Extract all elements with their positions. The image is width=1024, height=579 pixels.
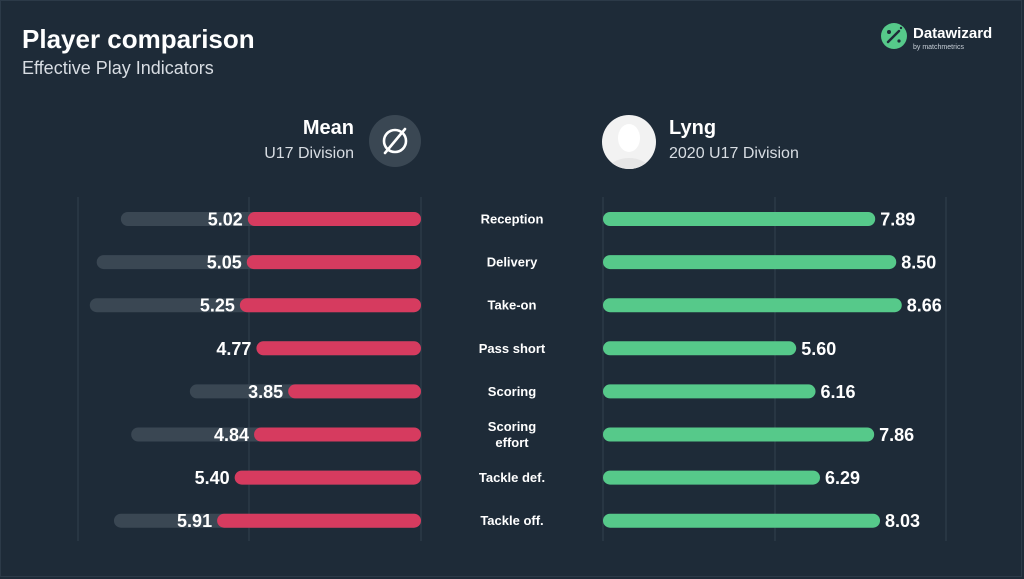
mean-value-label: 5.40 bbox=[195, 468, 230, 488]
mean-bar bbox=[246, 255, 421, 270]
right-entity-name: Lyng bbox=[669, 117, 717, 139]
player-value-label: 8.50 bbox=[901, 253, 936, 273]
mean-value-label: 4.77 bbox=[216, 339, 251, 359]
mean-value-label: 3.85 bbox=[248, 382, 283, 402]
left-entity-name: Mean bbox=[302, 117, 354, 139]
category-label-line: Take-on bbox=[488, 298, 537, 313]
player-bar bbox=[603, 470, 821, 485]
category-label: Reception bbox=[481, 212, 544, 227]
category-label-line: Delivery bbox=[487, 255, 538, 270]
category-label-line: Pass short bbox=[479, 341, 546, 356]
category-label: Tackle def. bbox=[479, 470, 545, 485]
brand-logo[interactable]: Datawizard by matchmetrics bbox=[880, 20, 1010, 60]
mean-bar bbox=[288, 384, 421, 399]
page-title: Player comparison bbox=[22, 24, 255, 54]
category-label-line: Scoring bbox=[488, 419, 536, 434]
player-bar bbox=[603, 513, 881, 528]
category-label-line: Tackle def. bbox=[479, 470, 545, 485]
player-bar bbox=[603, 341, 797, 356]
mean-value-label: 5.25 bbox=[200, 296, 235, 316]
player-value-label: 6.29 bbox=[825, 468, 860, 488]
category-label-line: effort bbox=[495, 435, 529, 450]
player-bar bbox=[603, 298, 902, 313]
mean-bar bbox=[256, 341, 421, 356]
category-label: Scoring bbox=[488, 384, 536, 399]
player-value-label: 8.03 bbox=[885, 511, 920, 531]
category-label: Take-on bbox=[488, 298, 537, 313]
category-label-line: Tackle off. bbox=[480, 513, 543, 528]
mean-bar bbox=[217, 513, 421, 528]
page-subtitle: Effective Play Indicators bbox=[22, 58, 214, 78]
category-label: Delivery bbox=[487, 255, 538, 270]
player-value-label: 7.86 bbox=[879, 425, 914, 445]
mean-value-label: 5.91 bbox=[177, 511, 212, 531]
category-label: Tackle off. bbox=[480, 513, 543, 528]
mean-bar bbox=[239, 298, 421, 313]
datawizard-logo-icon bbox=[881, 23, 907, 49]
player-bar bbox=[603, 255, 897, 270]
player-value-label: 6.16 bbox=[821, 382, 856, 402]
mean-value-label: 4.84 bbox=[214, 425, 249, 445]
brand-name: Datawizard bbox=[913, 25, 993, 42]
player-avatar-icon[interactable] bbox=[601, 114, 657, 170]
player-bar bbox=[603, 212, 876, 226]
mean-bar bbox=[234, 470, 421, 485]
left-entity-division: U17 Division bbox=[264, 145, 354, 162]
player-bar bbox=[603, 427, 875, 442]
category-label-line: Reception bbox=[481, 212, 544, 227]
mean-value-label: 5.05 bbox=[207, 253, 242, 273]
mean-value-label: 5.02 bbox=[208, 210, 243, 230]
player-value-label: 8.66 bbox=[907, 296, 942, 316]
brand-tagline: by matchmetrics bbox=[913, 44, 964, 51]
player-bar bbox=[603, 384, 816, 399]
category-label-line: Scoring bbox=[488, 384, 536, 399]
category-label: Pass short bbox=[479, 341, 546, 356]
player-value-label: 5.60 bbox=[801, 339, 836, 359]
mean-bar bbox=[247, 212, 421, 226]
mean-bar bbox=[254, 427, 421, 442]
category-label: Scoring effort bbox=[488, 419, 536, 450]
average-symbol-icon bbox=[369, 115, 421, 167]
right-entity-division: 2020 U17 Division bbox=[669, 145, 799, 162]
player-value-label: 7.89 bbox=[880, 210, 915, 230]
